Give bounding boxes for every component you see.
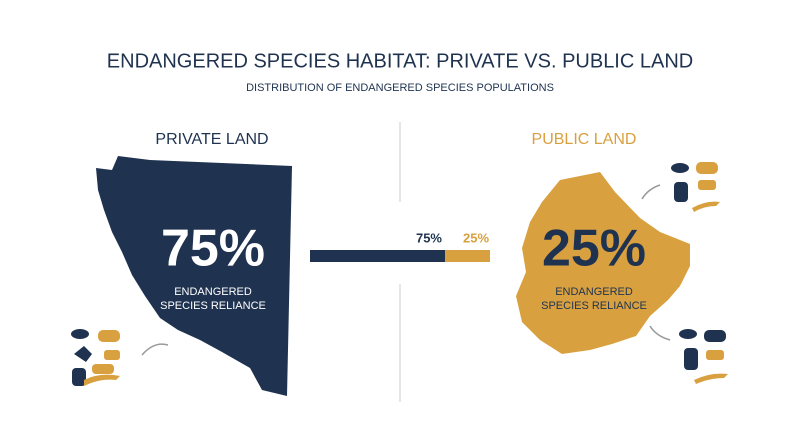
bar-segment (310, 250, 445, 262)
public-caption: ENDANGERED (555, 286, 633, 298)
title: ENDANGERED SPECIES HABITAT: PRIVATE VS. … (107, 50, 693, 72)
subtitle: DISTRIBUTION OF ENDANGERED SPECIES POPUL… (246, 82, 554, 94)
public-caption: SPECIES RELIANCE (541, 300, 647, 312)
private-map (96, 156, 292, 396)
animal-icons (71, 162, 728, 386)
bar-segment (445, 250, 490, 262)
bar-label: 25% (463, 230, 489, 245)
private-label: PRIVATE LAND (155, 131, 268, 148)
private-caption: SPECIES RELIANCE (160, 300, 266, 312)
bar-label: 75% (416, 230, 442, 245)
private-caption: ENDANGERED (174, 286, 252, 298)
private-share: 75% (161, 220, 265, 278)
public-label: PUBLIC LAND (532, 131, 637, 148)
public-share: 25% (542, 220, 646, 278)
public-map (516, 172, 690, 354)
